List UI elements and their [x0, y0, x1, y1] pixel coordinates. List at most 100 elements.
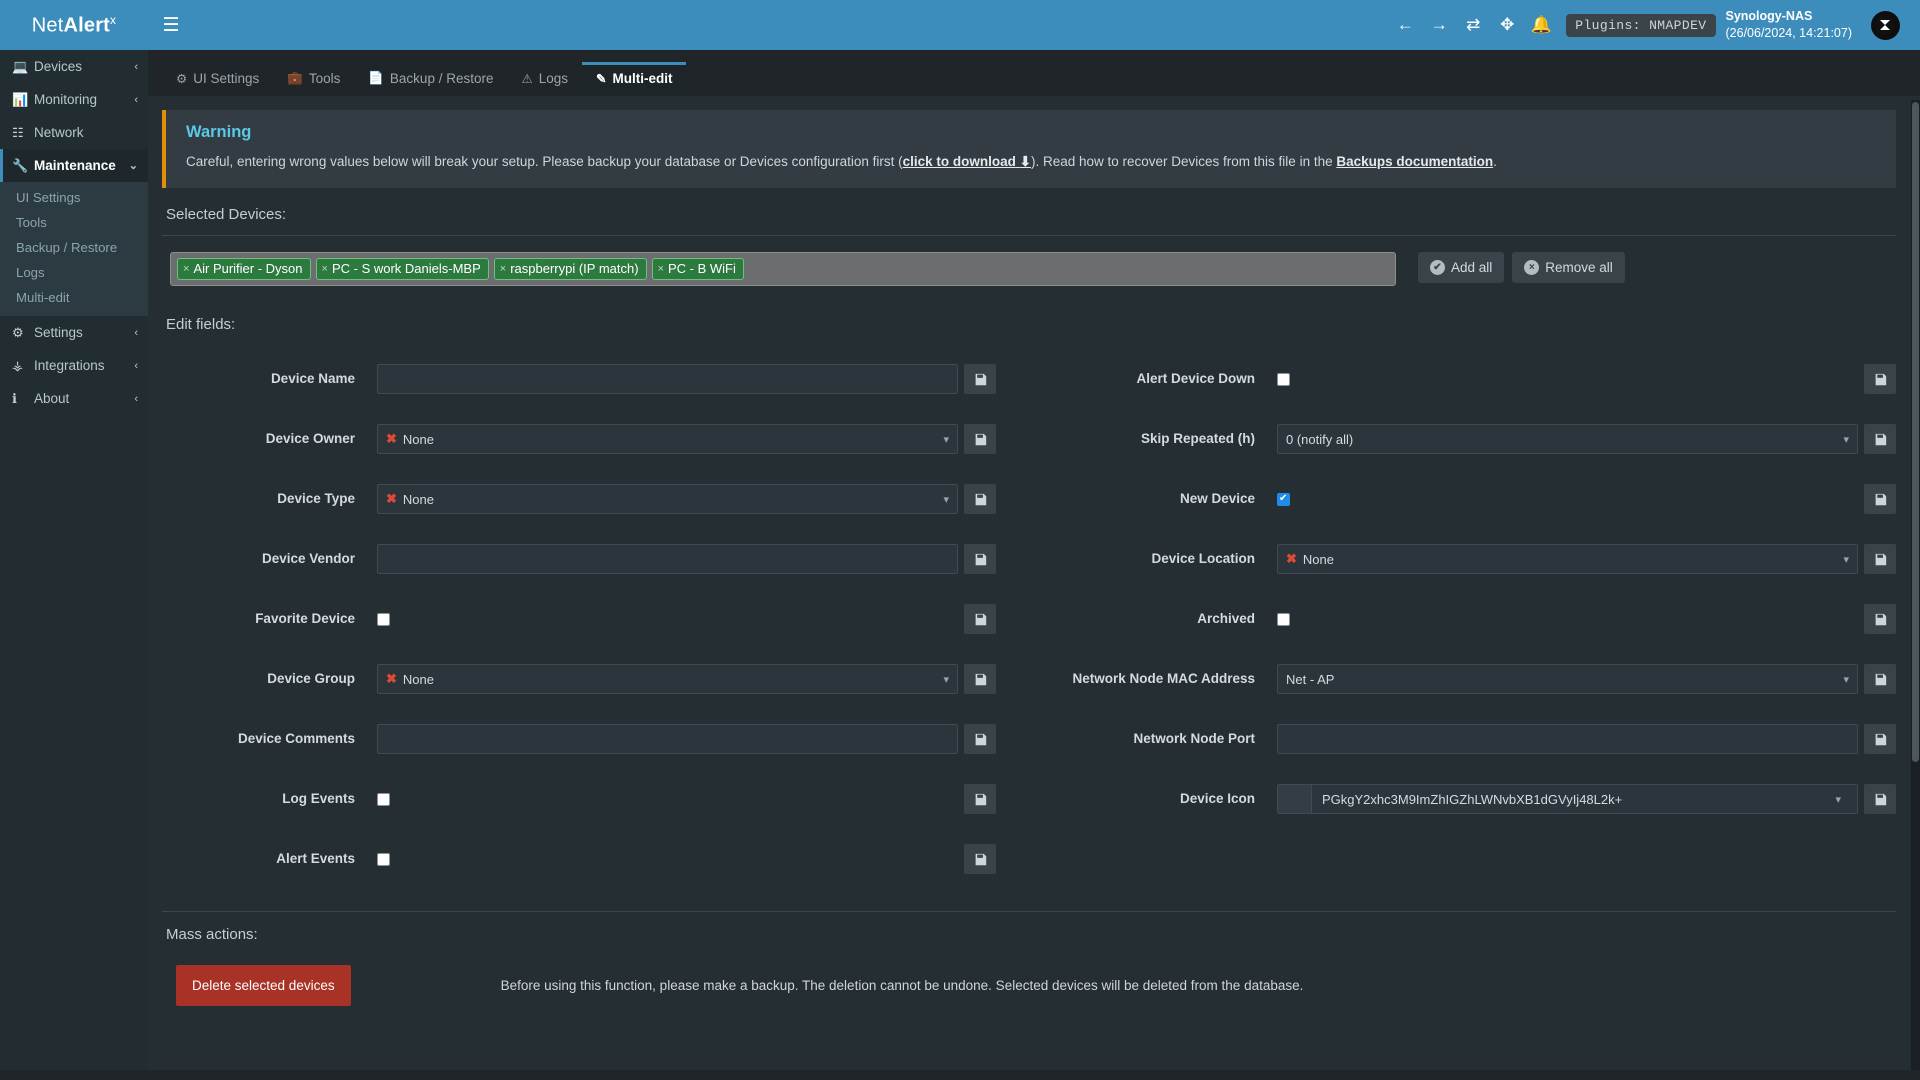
warning-banner: Warning Careful, entering wrong values b…	[162, 110, 1896, 189]
sidebar-item-settings[interactable]: ⚙ Settings ‹	[0, 316, 148, 349]
forward-arrow-icon[interactable]: →	[1430, 15, 1448, 34]
skip-repeated-select[interactable]: 0 (notify all) ▾	[1277, 424, 1858, 455]
sidebar-subitem-ui-settings[interactable]: UI Settings	[16, 190, 81, 205]
device-chip[interactable]: × Air Purifier - Dyson	[177, 258, 311, 281]
device-chip[interactable]: × PC - B WiFi	[651, 258, 744, 281]
sidebar-item-integrations[interactable]: ⚶ Integrations ‹	[0, 349, 148, 382]
device-owner-select[interactable]: ✖ None ▾	[377, 424, 958, 455]
back-arrow-icon[interactable]: ←	[1396, 15, 1414, 34]
save-alert-events-button[interactable]	[964, 844, 996, 875]
save-network-node-mac-button[interactable]	[1864, 664, 1896, 695]
backups-documentation-link[interactable]: Backups documentation	[1336, 154, 1494, 169]
new-device-checkbox[interactable]	[1277, 492, 1290, 506]
save-network-node-port-button[interactable]	[1864, 724, 1896, 755]
chip-remove-icon[interactable]: ×	[657, 262, 664, 275]
sidebar-item-network[interactable]: ☷ Network	[0, 116, 148, 149]
field-label: Skip Repeated (h)	[1140, 431, 1255, 447]
sidebar-subitem-tools[interactable]: Tools	[16, 215, 47, 230]
alert-device-down-checkbox[interactable]	[1277, 372, 1290, 386]
avatar[interactable]	[1870, 10, 1900, 40]
tab-ui-settings[interactable]: ⚙ UI Settings	[162, 62, 273, 96]
device-vendor-input[interactable]	[377, 544, 958, 575]
save-log-events-button[interactable]	[964, 784, 996, 815]
save-device-comments-button[interactable]	[964, 724, 996, 755]
device-comments-input[interactable]	[377, 724, 958, 755]
save-device-location-button[interactable]	[1864, 544, 1896, 575]
avatar-wrapper[interactable]	[1864, 0, 1906, 50]
navbar-right-actions: ← → ⇄ ✥ 🔔 Plugins: NMAPDEV Synology-NAS …	[1388, 0, 1906, 50]
click-to-download-link[interactable]: click to download ⬇	[903, 154, 1031, 169]
sidebar-subitem-multi-edit[interactable]: Multi-edit	[16, 290, 70, 305]
edit-fields-left-column: Device Name Device Owner ✖	[162, 349, 996, 889]
delete-selected-devices-button[interactable]: Delete selected devices	[176, 965, 351, 1007]
sitemap-icon: ☷	[12, 124, 24, 140]
selected-devices-input[interactable]: × Air Purifier - Dyson × PC - S work Danie…	[170, 252, 1396, 287]
laptop-icon: 💻	[12, 58, 29, 74]
field-label: Device Type	[277, 491, 355, 507]
divider	[162, 911, 1896, 913]
sidebar-item-maintenance[interactable]: 🔧 Maintenance ⌄	[0, 149, 148, 182]
log-events-checkbox[interactable]	[377, 792, 390, 806]
network-node-mac-select[interactable]: Net - AP ▾	[1277, 664, 1858, 695]
chip-label: PC - B WiFi	[668, 261, 736, 277]
sidebar-subitem-backup-restore[interactable]: Backup / Restore	[16, 240, 118, 255]
cogs-icon: ⚙	[176, 72, 188, 86]
bell-icon[interactable]: 🔔	[1530, 15, 1552, 34]
field-network-node-port: Network Node Port	[1062, 709, 1896, 769]
field-control	[377, 724, 996, 755]
refresh-icon[interactable]: ⇄	[1466, 15, 1481, 34]
save-archived-button[interactable]	[1864, 604, 1896, 635]
device-group-select[interactable]: ✖ None ▾	[377, 664, 958, 695]
toolbox-icon: 💼	[287, 71, 303, 85]
field-new-device: New Device	[1062, 469, 1896, 529]
field-device-vendor: Device Vendor	[162, 529, 996, 589]
select-value: 0 (notify all)	[1286, 431, 1354, 447]
app-logo[interactable]: NetAlertx	[0, 0, 148, 50]
chip-remove-icon[interactable]: ×	[183, 262, 190, 275]
plugins-badge: Plugins: NMAPDEV	[1566, 13, 1716, 37]
device-location-select[interactable]: ✖ None ▾	[1277, 544, 1858, 575]
chevron-left-icon: ‹	[134, 392, 138, 405]
tab-logs[interactable]: ⚠ Logs	[507, 62, 582, 96]
sidebar-submenu-maintenance: UI Settings Tools Backup / Restore Logs …	[0, 182, 148, 316]
add-all-button[interactable]: ✔ Add all	[1418, 252, 1505, 284]
device-chip[interactable]: × PC - S work Daniels-MBP	[315, 258, 489, 281]
chevron-down-icon: ▾	[943, 493, 949, 506]
check-circle-icon: ✔	[1430, 260, 1445, 276]
move-icon[interactable]: ✥	[1500, 15, 1515, 34]
save-device-owner-button[interactable]	[964, 424, 996, 455]
sidebar-item-about[interactable]: ℹ About ‹	[0, 382, 148, 415]
scrollbar-thumb[interactable]	[1912, 102, 1919, 762]
nas-info: Synology-NAS (26/06/2024, 14:21:07)	[1726, 8, 1865, 43]
edit-fields-grid: Device Name Device Owner ✖	[148, 339, 1920, 889]
save-device-name-button[interactable]	[964, 364, 996, 395]
field-control	[377, 844, 996, 875]
sidebar-item-monitoring[interactable]: 📊 Monitoring ‹	[0, 83, 148, 116]
chip-remove-icon[interactable]: ×	[321, 262, 328, 275]
tab-tools[interactable]: 💼 Tools	[273, 62, 354, 96]
device-chip[interactable]: × raspberrypi (IP match)	[493, 258, 647, 281]
sidebar-subitem-logs[interactable]: Logs	[16, 265, 45, 280]
save-device-vendor-button[interactable]	[964, 544, 996, 575]
device-name-input[interactable]	[377, 364, 958, 395]
save-new-device-button[interactable]	[1864, 484, 1896, 515]
hamburger-icon[interactable]: ☰	[162, 14, 180, 36]
chip-remove-icon[interactable]: ×	[499, 262, 507, 275]
device-icon-select[interactable]: PGkgY2xhc3M9ImZhIGZhLWNvbXB1dGVyIj48L2k+…	[1277, 784, 1858, 815]
tab-multi-edit[interactable]: ✎ Multi-edit	[581, 62, 687, 96]
save-alert-device-down-button[interactable]	[1864, 364, 1896, 395]
device-type-select[interactable]: ✖ None ▾	[377, 484, 958, 515]
network-node-port-input[interactable]	[1277, 724, 1858, 755]
field-control	[1277, 724, 1896, 755]
archived-checkbox[interactable]	[1277, 612, 1290, 626]
save-device-type-button[interactable]	[964, 484, 996, 515]
save-skip-repeated-button[interactable]	[1864, 424, 1896, 455]
alert-events-checkbox[interactable]	[377, 852, 390, 866]
favorite-device-checkbox[interactable]	[377, 612, 390, 626]
save-favorite-device-button[interactable]	[964, 604, 996, 635]
save-device-group-button[interactable]	[964, 664, 996, 695]
save-device-icon-button[interactable]	[1864, 784, 1896, 815]
sidebar-item-devices[interactable]: 💻 Devices ‹	[0, 50, 148, 83]
tab-backup-restore[interactable]: 📄 Backup / Restore	[354, 62, 507, 96]
remove-all-button[interactable]: × Remove all	[1512, 252, 1625, 284]
